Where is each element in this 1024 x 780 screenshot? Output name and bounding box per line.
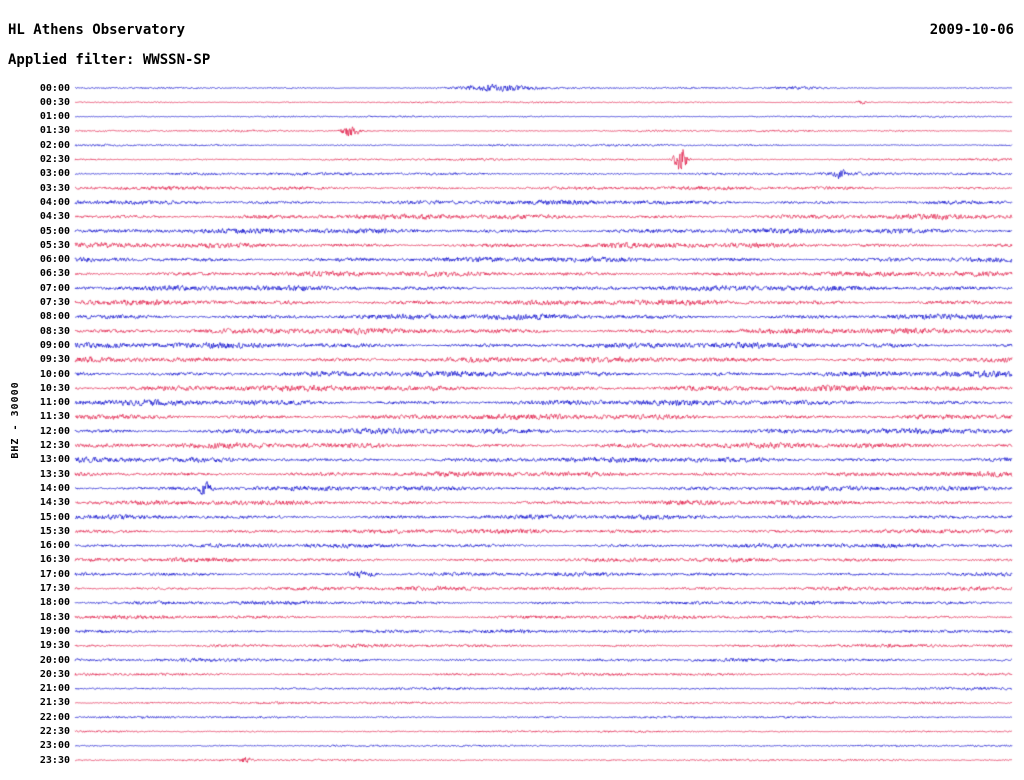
row-time-label: 15:30	[39, 525, 70, 537]
row-time-label: 11:00	[39, 397, 70, 409]
row-time-label: 09:30	[39, 354, 70, 366]
station-title: HL Athens Observatory	[8, 22, 186, 38]
row-time-label: 21:00	[39, 683, 70, 695]
row-time-label: 12:30	[39, 440, 70, 451]
row-time-label: 23:30	[39, 754, 70, 766]
row-time-label: 21:30	[39, 697, 70, 709]
row-time-label: 03:00	[39, 168, 70, 180]
row-time-label: 19:00	[39, 625, 70, 637]
row-time-label: 07:30	[39, 297, 70, 308]
row-time-label: 00:30	[39, 96, 70, 108]
row-time-label: 14:00	[39, 482, 70, 494]
row-time-label: 14:30	[39, 497, 70, 509]
row-time-label: 05:30	[39, 239, 70, 251]
row-time-label: 06:00	[39, 254, 70, 266]
row-time-label: 08:30	[39, 325, 70, 337]
row-time-label: 10:30	[39, 382, 70, 394]
row-time-label: 20:00	[39, 654, 70, 666]
row-time-label: 16:00	[39, 540, 70, 552]
row-time-label: 08:00	[39, 311, 70, 323]
row-time-label: 18:30	[39, 611, 70, 623]
row-time-label: 22:30	[39, 726, 70, 737]
row-time-label: 02:00	[39, 139, 70, 151]
row-time-label: 13:00	[39, 454, 70, 466]
row-time-label: 22:00	[39, 711, 70, 723]
row-time-label: 12:00	[39, 425, 70, 437]
row-time-label: 17:00	[39, 568, 70, 580]
row-time-label: 04:00	[39, 196, 70, 208]
row-time-label: 16:30	[39, 554, 70, 566]
record-date: 2009-10-06	[929, 22, 1014, 38]
row-time-label: 23:00	[39, 740, 70, 752]
row-time-label: 17:30	[39, 583, 70, 594]
row-time-label: 05:00	[39, 225, 70, 237]
row-time-label: 00:00	[39, 82, 70, 94]
row-time-label: 03:30	[39, 182, 70, 194]
row-time-label: 06:30	[39, 268, 70, 280]
row-time-label: 15:00	[39, 511, 70, 523]
row-time-label: 18:00	[39, 597, 70, 609]
row-time-label: 07:00	[39, 282, 70, 294]
row-time-label: 02:30	[39, 154, 70, 165]
row-time-label: 19:30	[39, 640, 70, 652]
row-time-label: 10:00	[39, 368, 70, 380]
row-time-label: 13:30	[39, 468, 70, 480]
row-time-label: 01:00	[39, 111, 70, 123]
row-time-label: 04:30	[39, 211, 70, 223]
row-time-label: 20:30	[39, 668, 70, 680]
row-time-label: 11:30	[39, 411, 70, 423]
row-time-label: 09:00	[39, 339, 70, 351]
row-time-label: 01:30	[39, 125, 70, 137]
filter-label: Applied filter: WWSSN-SP	[8, 52, 211, 68]
